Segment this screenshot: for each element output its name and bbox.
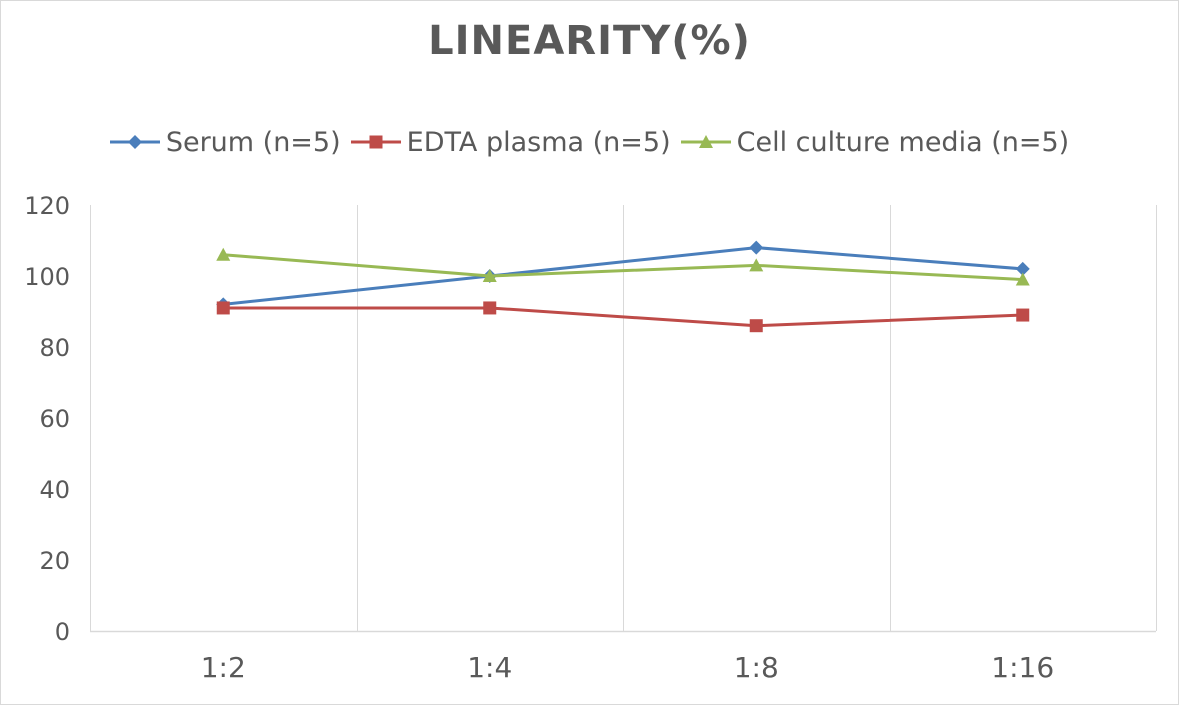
x-tick-label: 1:4 <box>467 651 512 684</box>
series-line-cell-culture-media-n-5 <box>223 253 1023 282</box>
legend-label-cell-culture-media: Cell culture media (n=5) <box>736 126 1070 158</box>
data-point-cell-culture-media-n-5 <box>216 247 231 261</box>
data-point-cell-culture-media-n-5 <box>749 258 764 272</box>
chart-title: LINEARITY(%) <box>428 18 751 64</box>
y-tick-label: 60 <box>39 405 70 433</box>
legend-label-serum: Serum (n=5) <box>165 126 341 158</box>
y-tick-label: 40 <box>39 476 70 504</box>
series-line-serum-n-5 <box>223 246 1023 306</box>
legend-marker-serum <box>109 135 160 149</box>
data-point-serum-n-5 <box>1015 261 1030 276</box>
y-tick-label: 80 <box>39 334 70 362</box>
data-point-edta-plasma-n-5 <box>216 301 230 315</box>
y-tick-label: 0 <box>55 618 70 646</box>
legend-item-edta-plasma: EDTA plasma (n=5) <box>350 126 671 158</box>
legend: Serum (n=5) EDTA plasma (n=5) Cell cultu… <box>0 122 1179 162</box>
series-line-edta-plasma-n-5 <box>223 306 1023 328</box>
data-point-serum-n-5 <box>749 240 764 255</box>
x-tick-label: 1:8 <box>734 651 779 684</box>
legend-label-edta-plasma: EDTA plasma (n=5) <box>406 126 671 158</box>
y-tick-label: 100 <box>24 263 70 291</box>
legend-marker-edta-plasma <box>350 135 401 149</box>
y-tick-label: 120 <box>24 192 70 220</box>
y-tick-label: 20 <box>39 547 70 575</box>
x-tick-label: 1:16 <box>991 651 1054 684</box>
data-point-cell-culture-media-n-5 <box>482 269 497 282</box>
legend-marker-cell-culture-media <box>680 135 731 148</box>
data-point-edta-plasma-n-5 <box>1016 308 1030 322</box>
legend-item-cell-culture-media: Cell culture media (n=5) <box>680 126 1070 158</box>
data-point-edta-plasma-n-5 <box>483 301 497 315</box>
legend-item-serum: Serum (n=5) <box>109 126 341 158</box>
x-tick-label: 1:2 <box>201 651 246 684</box>
data-point-edta-plasma-n-5 <box>749 319 763 333</box>
data-point-cell-culture-media-n-5 <box>1015 272 1030 286</box>
